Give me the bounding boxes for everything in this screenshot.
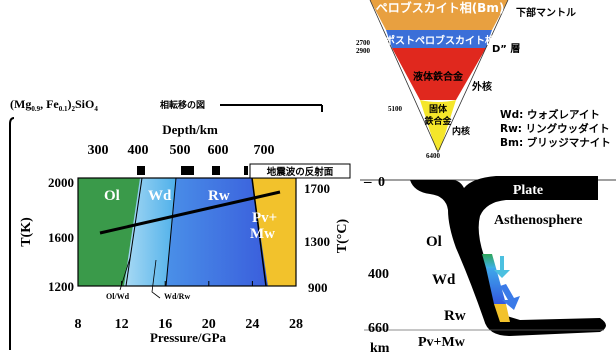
- depth-tick-700: 700: [254, 143, 275, 158]
- frame-left: [9, 117, 15, 350]
- depth-6400: 6400: [426, 152, 441, 160]
- discontinuity-410-marker: [137, 166, 145, 175]
- liquid-core-layer: [392, 48, 486, 100]
- ol-wd-label: Ol/Wd: [106, 292, 130, 301]
- tc-tick-900: 900: [308, 280, 328, 295]
- phase-label-rw: Rw: [208, 188, 230, 204]
- slab-depth-660: 660: [368, 321, 389, 336]
- depth-axis-label: Depth/km: [162, 122, 218, 137]
- depth-tick-400: 400: [128, 143, 149, 158]
- slab-depth-dash: –: [363, 174, 372, 190]
- slab-depth-400: 400: [368, 267, 389, 282]
- slab-arrow-2: [500, 284, 520, 310]
- depth-5100: 5100: [388, 105, 403, 113]
- phase-label-wd: Wd: [148, 188, 172, 204]
- legend-bm: Bm: ブリッジマナイト: [500, 136, 611, 149]
- legend-rw: Rw: リングウッダイト: [500, 122, 610, 135]
- tk-axis-label: T(K): [19, 217, 34, 247]
- depth-tick-500: 500: [170, 143, 191, 158]
- slab-rw-zone: [486, 268, 506, 304]
- plate-label: Plate: [513, 183, 543, 198]
- geotherm-line: [99, 190, 281, 235]
- ol-wd-boundary: [125, 178, 143, 286]
- solid-core-label-2: 鉄合金: [424, 115, 452, 127]
- slab-depth-0: 0: [378, 175, 385, 190]
- wd-rw-label: Wd/Rw: [164, 292, 190, 301]
- perovskite-region: [252, 178, 296, 286]
- tk-tick-2000: 2000: [48, 175, 74, 190]
- perovskite-layer: [370, 0, 508, 30]
- pressure-tick-28: 28: [289, 317, 303, 332]
- pressure-axis-label: Pressure/GPa: [150, 330, 227, 345]
- depth-2900: 2900: [356, 47, 371, 55]
- solid-core-label-1: 固体: [429, 103, 448, 115]
- wd-rw-callout-line: [151, 259, 161, 299]
- wd-rw-boundary: [165, 178, 177, 286]
- pressure-tick-16: 16: [158, 317, 172, 332]
- tc-axis-label: T(°C): [335, 218, 350, 253]
- slab-arrow-1: [494, 256, 510, 278]
- tc-tick-1300: 1300: [304, 234, 330, 249]
- slab-wd-zone: [482, 254, 496, 268]
- pressure-tick-20: 20: [202, 317, 216, 332]
- slab-depth-unit: km: [370, 341, 390, 356]
- pressure-ticks: 8 12 16 20 24 28: [75, 281, 303, 332]
- post-perovskite-layer: [386, 30, 492, 48]
- slab-pv-zone: [494, 304, 510, 322]
- depth-ticks: 300 400 500 600 700: [88, 143, 275, 158]
- asthenosphere-label: Asthenosphere: [494, 213, 582, 228]
- post-perovskite-label: ポストペロブスカイト相: [385, 34, 495, 47]
- depth-tick-600: 600: [208, 143, 229, 158]
- slab-wd-label: Wd: [432, 272, 456, 288]
- tk-tick-1200: 1200: [48, 279, 74, 294]
- phase-label-ol: Ol: [104, 188, 120, 204]
- phase-label-pv: Pv+: [252, 210, 277, 226]
- tk-tick-1600: 1600: [48, 230, 74, 245]
- pressure-tick-24: 24: [245, 317, 259, 332]
- mineral-legend: Wd: ウォズレアイト Rw: リングウッダイト Bm: ブリッジマナイト: [500, 108, 611, 149]
- rw-pv-boundary: [251, 178, 267, 286]
- wadsleyite-region: [124, 178, 176, 286]
- depth-tick-300: 300: [88, 143, 109, 158]
- inner-core-label: 内核: [452, 125, 470, 137]
- pressure-tick-8: 8: [75, 317, 82, 332]
- slab-rw-label: Rw: [444, 308, 466, 324]
- d-layer-label: D” 層: [492, 43, 520, 55]
- pressure-tick-12: 12: [115, 317, 129, 332]
- seismic-reflection-label: 地震波の反射面: [267, 166, 334, 178]
- solid-core-layer: [420, 100, 456, 150]
- discontinuity-600-marker: [212, 166, 220, 175]
- earth-section: ペロブスカイト相(Bm) 下部マントル ポストペロブスカイト相 D” 層 270…: [356, 0, 576, 160]
- diagram-title: (Mg0.9, Fe0.1)2SiO4: [10, 97, 98, 113]
- liquid-core-label: 液体鉄合金: [413, 70, 464, 83]
- legend-wd: Wd: ウォズレアイト: [500, 108, 600, 121]
- tc-tick-1700: 1700: [304, 181, 330, 196]
- discontinuity-520-marker: [181, 166, 194, 175]
- seismic-label-box: [249, 163, 351, 179]
- lower-mantle-label: 下部マントル: [516, 6, 576, 19]
- diagram-title-jp: 相転移の図: [160, 99, 205, 111]
- discontinuity-660-marker: [244, 166, 248, 175]
- ringwoodite-region: [166, 178, 268, 286]
- slab-diagram: – 0 400 660 km Plate Asthenosphere Ol Wd…: [360, 174, 616, 356]
- slab-ol-label: Ol: [426, 234, 442, 250]
- slab-pv-label: Pv+Mw: [418, 335, 466, 350]
- subducting-slab: [410, 176, 606, 336]
- plot-frame: [77, 177, 297, 287]
- phase-label-mw: Mw: [250, 226, 275, 242]
- perovskite-label: ペロブスカイト相(Bm): [376, 0, 505, 15]
- depth-2700: 2700: [356, 39, 371, 47]
- phase-diagram: (Mg0.9, Fe0.1)2SiO4 相転移の図 Depth/km 300 40…: [9, 97, 351, 350]
- outer-core-label: 外核: [471, 80, 492, 93]
